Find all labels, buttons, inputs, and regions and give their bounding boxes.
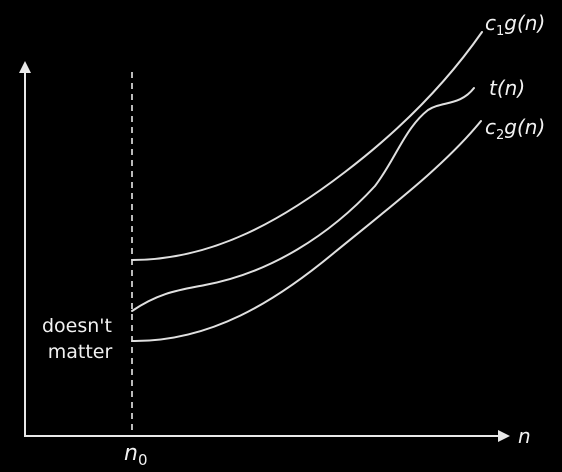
t-label-text: t(n) (489, 76, 525, 100)
c2g-label: c2g(n) (485, 115, 545, 143)
c1g-curve (131, 31, 483, 261)
note-line-2: matter (48, 341, 113, 363)
doesnt-matter-note: doesn't matter (42, 315, 118, 363)
c2g-label-c: c (485, 115, 496, 139)
c1g-label-sub: 1 (496, 24, 504, 39)
note-line-1: doesn't (42, 315, 112, 337)
n0-label: n0 (124, 441, 148, 469)
c2g-curve (131, 120, 482, 343)
x-axis-label-text: n (518, 424, 531, 448)
c2g-label-sub: 2 (496, 128, 504, 143)
t-label: t(n) (489, 76, 525, 100)
c1g-label: c1g(n) (485, 11, 545, 39)
n0-label-n: n (124, 441, 138, 466)
n0-label-sub: 0 (138, 451, 148, 469)
c1g-label-c: c (485, 11, 496, 35)
c1g-label-rest: g(n) (504, 11, 545, 35)
x-axis-label: n (518, 424, 531, 448)
t-curve (131, 87, 475, 312)
c2g-label-rest: g(n) (504, 115, 545, 139)
